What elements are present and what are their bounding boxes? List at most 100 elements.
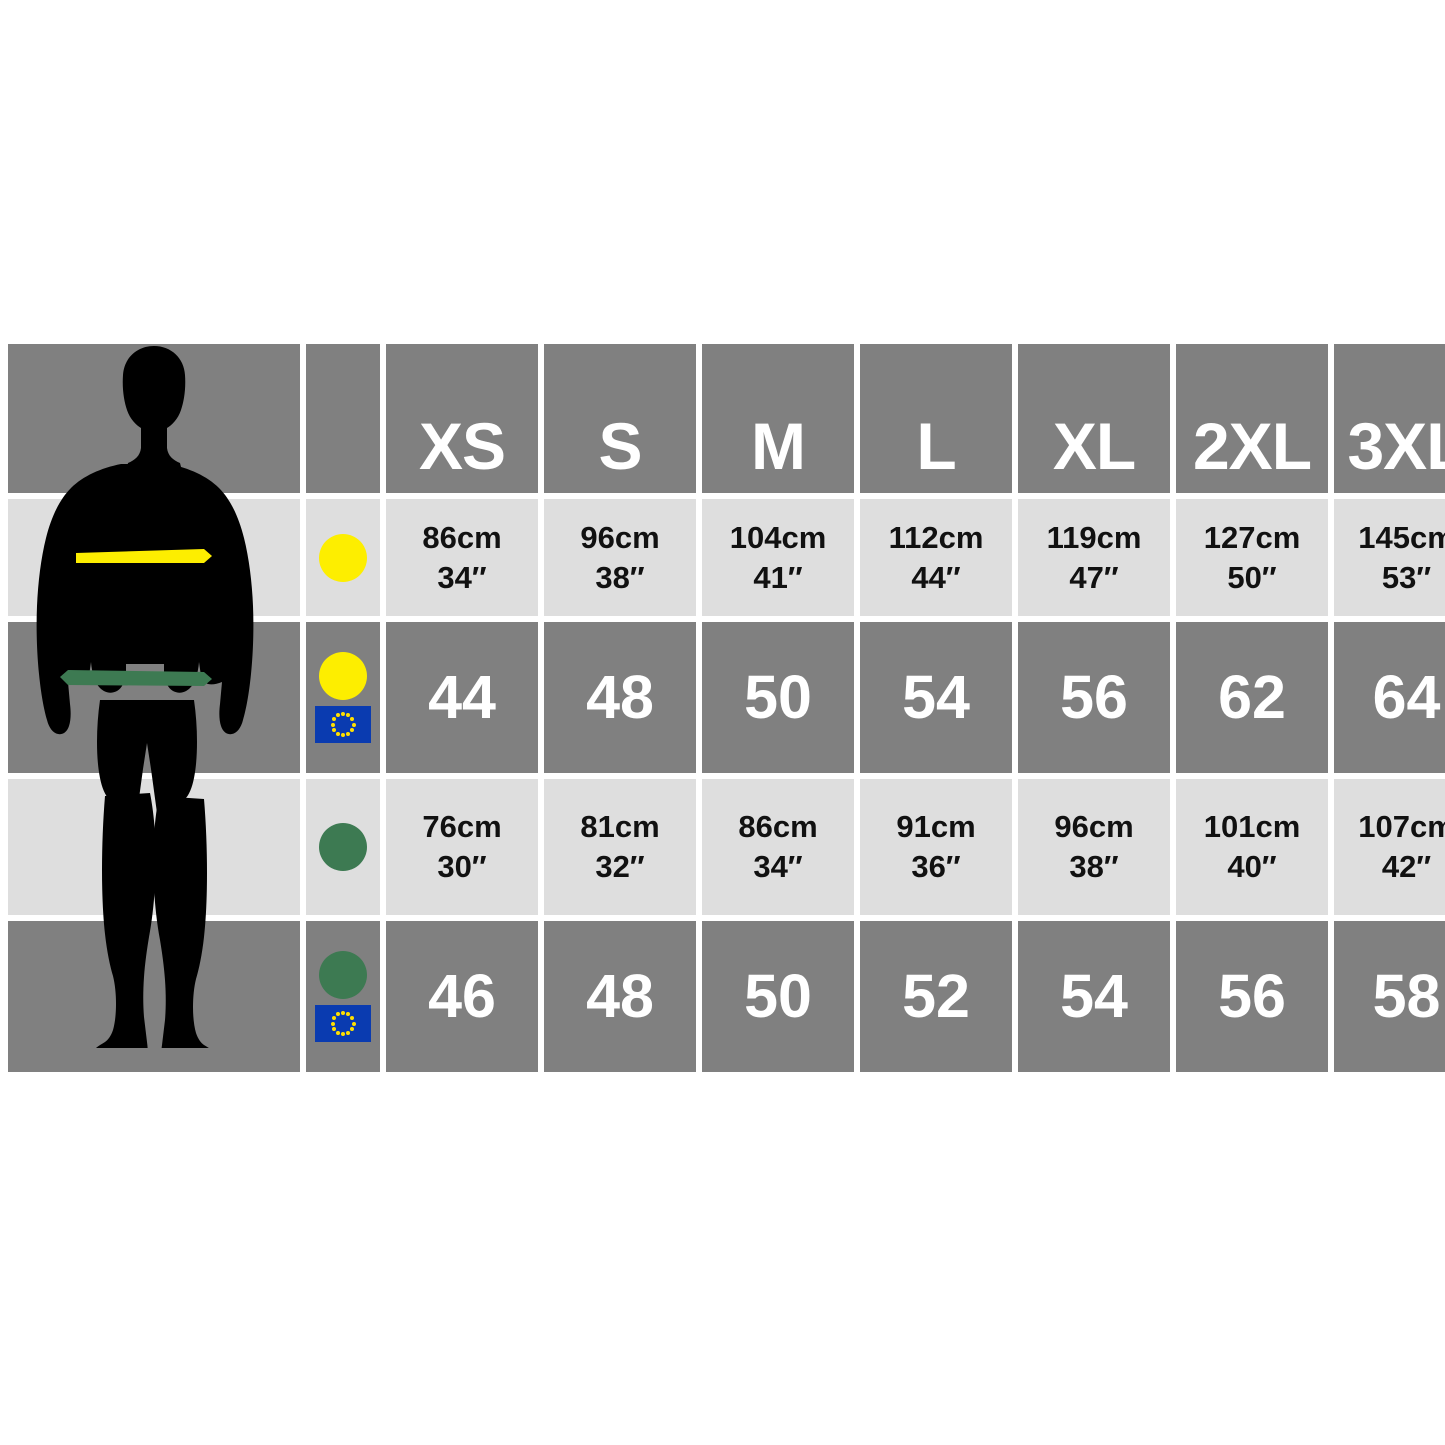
column-header-m: M: [702, 344, 854, 493]
size-label-s: S: [598, 409, 642, 483]
waist-measure-m: 86cm 34″: [702, 779, 854, 915]
waist-cm-2xl: 101cm: [1203, 809, 1301, 845]
size-label-l: L: [916, 409, 956, 483]
column-header-3xl: 3XL: [1334, 344, 1445, 493]
column-header-l: L: [860, 344, 1012, 493]
chest-cm-m: 104cm: [729, 519, 827, 555]
chest-measure-xl: 119cm 47″: [1018, 499, 1170, 616]
legend-chest-eu: [306, 622, 380, 773]
table-cell: 44: [386, 622, 538, 773]
size-label-xs: XS: [418, 409, 506, 483]
table-cell: 101cm 40″: [1176, 779, 1328, 915]
size-chart-grid: XS S M L XL 2XL 3XL 86cm 34: [8, 344, 1445, 1072]
legend-cell-chest: [306, 499, 380, 616]
waist-in-xl: 38″: [1069, 849, 1119, 884]
table-cell: 54: [860, 622, 1012, 773]
table-cell: 107cm 42″: [1334, 779, 1445, 915]
size-chart: XS S M L XL 2XL 3XL 86cm 34: [8, 344, 1445, 1072]
chest-cm-l: 112cm: [888, 519, 984, 555]
table-cell: 58: [1334, 921, 1445, 1072]
column-header-xs: XS: [386, 344, 538, 493]
table-cell: 76cm 30″: [386, 779, 538, 915]
chest-eu-3xl: 64: [1372, 663, 1441, 731]
table-cell: 48: [544, 622, 696, 773]
table-cell: 112cm 44″: [860, 499, 1012, 616]
size-label-xl: XL: [1052, 409, 1136, 483]
size-label-3xl: 3XL: [1347, 409, 1445, 483]
table-cell: 96cm 38″: [1018, 779, 1170, 915]
chest-in-m: 41″: [753, 559, 803, 595]
legend-cell-waist-eu: [306, 921, 380, 1072]
table-cell: 52: [860, 921, 1012, 1072]
legend-header-cell: [306, 344, 380, 493]
waist-measure-2xl: 101cm 40″: [1176, 779, 1328, 915]
chest-eu-s: 48: [586, 663, 654, 731]
table-cell: 119cm 47″: [1018, 499, 1170, 616]
chest-eu-xs: 44: [428, 663, 496, 731]
waist-in-3xl: 42″: [1381, 849, 1432, 884]
waist-measure-xl: 96cm 38″: [1018, 779, 1170, 915]
table-cell: 54: [1018, 921, 1170, 1072]
green-circle-icon: [319, 951, 367, 999]
chest-cm-2xl: 127cm: [1203, 519, 1301, 555]
table-cell: 86cm 34″: [386, 499, 538, 616]
waist-in-m: 34″: [753, 849, 803, 884]
legend-cell-waist: [306, 779, 380, 915]
table-cell: 81cm 32″: [544, 779, 696, 915]
chest-measure-l: 112cm 44″: [860, 499, 1012, 616]
table-cell: 62: [1176, 622, 1328, 773]
table-cell: 50: [702, 622, 854, 773]
yellow-circle-icon: [319, 533, 367, 582]
waist-eu-xs: 46: [428, 962, 496, 1030]
legend-waist-eu: [306, 921, 380, 1072]
chest-cm-3xl: 145cm: [1358, 519, 1445, 555]
chest-eu-l: 54: [902, 663, 970, 731]
table-cell: 145cm 53″: [1334, 499, 1445, 616]
chest-in-s: 38″: [595, 559, 645, 595]
waist-measure-l: 91cm 36″: [860, 779, 1012, 915]
chest-cm-s: 96cm: [580, 519, 660, 555]
waist-cm-s: 81cm: [580, 809, 660, 845]
waist-cm-3xl: 107cm: [1358, 809, 1445, 845]
chest-cm-xl: 119cm: [1046, 519, 1142, 555]
green-circle-icon: [319, 823, 367, 871]
figure-cell: [8, 622, 300, 773]
waist-eu-m: 50: [744, 962, 812, 1030]
chest-cm-xs: 86cm: [422, 519, 502, 555]
table-cell: 56: [1176, 921, 1328, 1072]
waist-cm-m: 86cm: [738, 809, 818, 845]
legend-chest: [306, 499, 380, 616]
chest-in-l: 44″: [911, 559, 961, 595]
size-label-2xl: 2XL: [1192, 409, 1312, 483]
table-cell: 96cm 38″: [544, 499, 696, 616]
waist-eu-s: 48: [586, 962, 654, 1030]
waist-cm-xl: 96cm: [1054, 809, 1134, 845]
chest-measure-s: 96cm 38″: [544, 499, 696, 616]
chest-in-2xl: 50″: [1227, 559, 1277, 595]
chest-in-xs: 34″: [437, 559, 487, 595]
waist-measure-3xl: 107cm 42″: [1334, 779, 1445, 915]
column-header-xl: XL: [1018, 344, 1170, 493]
chest-eu-2xl: 62: [1218, 663, 1286, 731]
table-cell: 56: [1018, 622, 1170, 773]
eu-flag-icon: [315, 706, 371, 743]
chest-eu-xl: 56: [1060, 663, 1128, 731]
legend-waist: [306, 779, 380, 915]
chest-measure-xs: 86cm 34″: [386, 499, 538, 616]
figure-cell: [8, 344, 300, 493]
waist-cm-xs: 76cm: [422, 809, 502, 845]
waist-in-l: 36″: [911, 849, 961, 884]
table-cell: 127cm 50″: [1176, 499, 1328, 616]
column-header-s: S: [544, 344, 696, 493]
chest-eu-m: 50: [744, 663, 812, 731]
table-cell: 64: [1334, 622, 1445, 773]
waist-in-s: 32″: [595, 849, 645, 884]
table-cell: 50: [702, 921, 854, 1072]
chest-measure-m: 104cm 41″: [702, 499, 854, 616]
table-cell: 48: [544, 921, 696, 1072]
column-header-2xl: 2XL: [1176, 344, 1328, 493]
chest-measure-2xl: 127cm 50″: [1176, 499, 1328, 616]
waist-measure-xs: 76cm 30″: [386, 779, 538, 915]
waist-eu-l: 52: [902, 962, 970, 1030]
table-cell: 46: [386, 921, 538, 1072]
